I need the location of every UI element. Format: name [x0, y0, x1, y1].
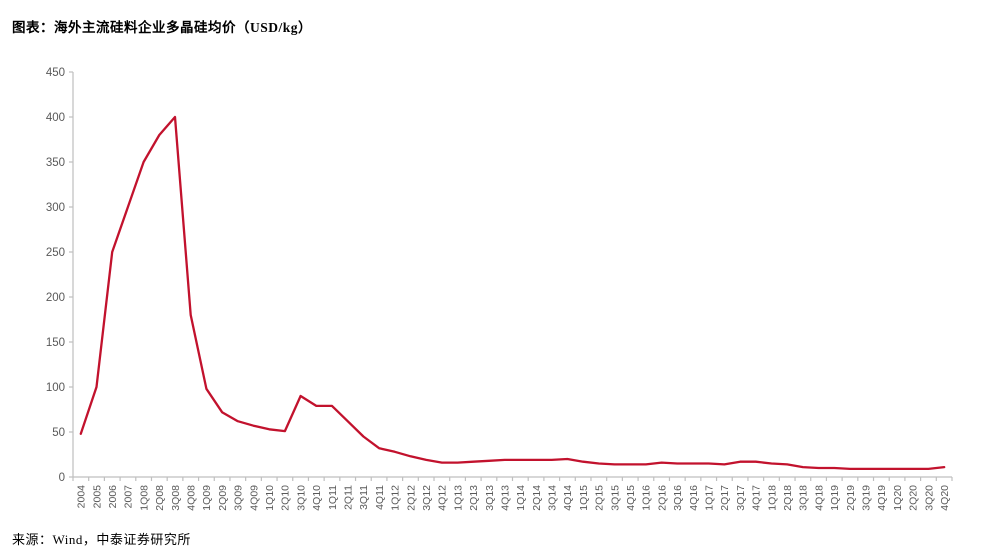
y-tick-label: 450	[46, 67, 65, 79]
y-tick-label: 400	[46, 112, 65, 124]
x-tick-label: 2Q20	[908, 485, 920, 511]
x-tick-label: 2Q09	[217, 485, 229, 511]
x-tick-label: 2Q14	[531, 485, 543, 511]
x-tick-label: 4Q18	[813, 485, 825, 511]
y-tick-label: 50	[52, 427, 65, 439]
x-tick-label: 1Q10	[264, 485, 276, 511]
x-tick-label: 3Q14	[547, 485, 559, 511]
x-tick-label: 2007	[123, 485, 135, 509]
y-tick-label: 0	[59, 472, 65, 484]
x-tick-label: 3Q20	[923, 485, 935, 511]
y-tick-label: 100	[46, 382, 65, 394]
x-tick-label: 4Q17	[751, 485, 763, 511]
y-tick-label: 300	[46, 202, 65, 214]
x-tick-label: 4Q16	[688, 485, 700, 511]
x-tick-label: 3Q13	[484, 485, 496, 511]
y-tick-label: 350	[46, 157, 65, 169]
x-tick-label: 4Q14	[562, 485, 574, 511]
x-tick-label: 2Q17	[719, 485, 731, 511]
x-tick-label: 4Q20	[939, 485, 951, 511]
x-tick-label: 2004	[76, 485, 88, 509]
x-tick-label: 3Q16	[672, 485, 684, 511]
x-tick-label: 3Q08	[170, 485, 182, 511]
x-tick-label: 2006	[107, 485, 119, 509]
x-tick-label: 1Q11	[327, 485, 339, 510]
x-tick-label: 2005	[91, 485, 103, 509]
x-tick-label: 4Q15	[625, 485, 637, 511]
x-tick-label: 3Q18	[798, 485, 810, 511]
x-tick-label: 2Q15	[594, 485, 606, 511]
x-tick-label: 1Q20	[892, 485, 904, 511]
x-tick-label: 1Q09	[201, 485, 213, 511]
x-tick-label: 3Q19	[860, 485, 872, 511]
x-tick-label: 1Q15	[578, 485, 590, 511]
x-tick-label: 2Q16	[656, 485, 668, 511]
x-tick-label: 1Q08	[138, 485, 150, 511]
y-tick-label: 150	[46, 337, 65, 349]
x-tick-label: 1Q16	[641, 485, 653, 511]
price-line-series	[79, 115, 946, 471]
x-tick-label: 2Q18	[782, 485, 794, 511]
x-tick-label: 2Q11	[342, 485, 354, 510]
x-tick-label: 4Q10	[311, 485, 323, 511]
y-tick-label: 250	[46, 247, 65, 259]
x-tick-label: 4Q09	[248, 485, 260, 511]
x-tick-label: 1Q17	[704, 485, 716, 511]
x-tick-label: 2Q13	[468, 485, 480, 511]
x-tick-label: 3Q17	[735, 485, 747, 511]
x-tick-label: 3Q11	[358, 485, 370, 510]
x-tick-label: 3Q10	[295, 485, 307, 511]
x-tick-label: 3Q12	[421, 485, 433, 511]
x-tick-label: 3Q09	[233, 485, 245, 511]
x-tick-label: 4Q19	[876, 485, 888, 511]
y-tick-label: 200	[46, 292, 65, 304]
x-tick-label: 4Q13	[499, 485, 511, 511]
source-note: 来源：Wind，中泰证券研究所	[12, 532, 191, 547]
x-tick-label: 2Q19	[845, 485, 857, 511]
x-tick-label: 2Q10	[280, 485, 292, 511]
x-tick-label: 4Q11	[374, 485, 386, 510]
x-tick-label: 1Q14	[515, 485, 527, 511]
x-tick-label: 1Q18	[766, 485, 778, 511]
x-tick-label: 3Q15	[609, 485, 621, 511]
x-tick-label: 1Q13	[452, 485, 464, 511]
x-tick-label: 2Q08	[154, 485, 166, 511]
x-tick-label: 1Q19	[829, 485, 841, 511]
x-tick-label: 1Q12	[390, 485, 402, 511]
x-tick-label: 2Q12	[405, 485, 417, 511]
x-tick-label: 4Q12	[437, 485, 449, 511]
chart-title: 图表：海外主流硅料企业多晶硅均价（USD/kg）	[12, 20, 313, 35]
x-tick-label: 4Q08	[186, 485, 198, 511]
